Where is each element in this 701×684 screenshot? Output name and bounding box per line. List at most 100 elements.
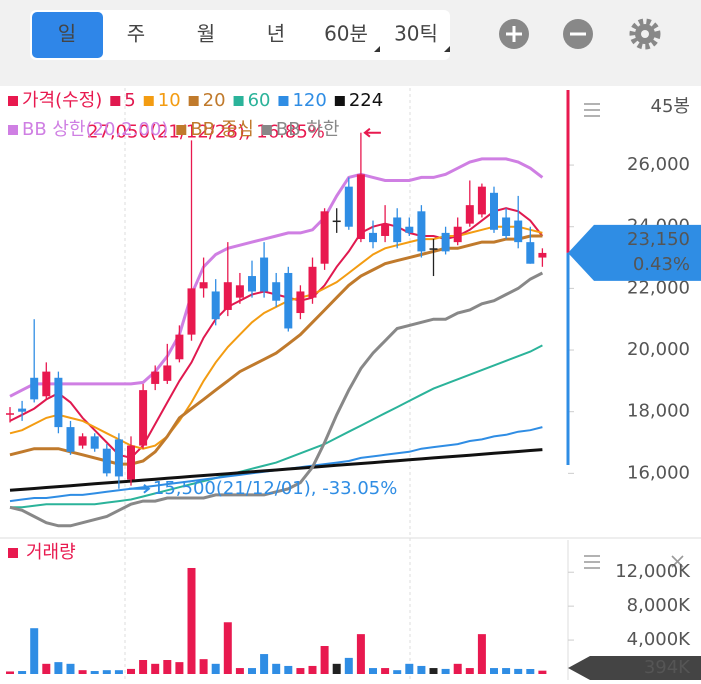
candle-body xyxy=(18,408,27,412)
candle-body xyxy=(308,266,317,298)
legend-label: BB 하한 xyxy=(276,119,340,140)
candle-body xyxy=(54,377,63,428)
volume-bar xyxy=(78,670,87,674)
ma-line xyxy=(9,157,544,398)
volume-bar xyxy=(6,671,14,674)
tab[interactable]: 일 xyxy=(58,22,76,46)
volume-bar xyxy=(417,665,426,674)
candle-body xyxy=(211,291,220,320)
y-tick-label: 20,000 xyxy=(627,339,690,360)
volume-bar xyxy=(199,659,208,674)
volume-bar xyxy=(102,670,111,674)
candle-body xyxy=(502,217,511,236)
legend-label: 120 xyxy=(292,90,326,111)
current-price: 23,150 xyxy=(627,229,690,250)
gear-hole xyxy=(641,30,649,38)
volume-bar xyxy=(369,668,377,674)
legend-swatch xyxy=(8,548,18,558)
volume-bar xyxy=(429,668,438,674)
volume-bar xyxy=(514,668,523,674)
volume-bar xyxy=(356,634,365,674)
candle-body xyxy=(114,439,123,477)
candle-body xyxy=(526,242,535,264)
period-label: 45봉 xyxy=(651,96,690,117)
candle-body xyxy=(223,282,232,310)
volume-bar xyxy=(526,668,535,674)
tab-dropdown xyxy=(374,46,380,52)
volume-bar xyxy=(296,668,305,674)
ma-line xyxy=(9,225,543,450)
candle-body xyxy=(332,220,341,223)
tab[interactable]: 년 xyxy=(267,22,285,46)
current-change: 0.43% xyxy=(633,254,690,275)
volume-bar xyxy=(163,660,172,674)
tab-selected[interactable] xyxy=(32,12,103,58)
volume-bar xyxy=(66,663,75,674)
candle-body xyxy=(187,288,196,335)
legend-swatch xyxy=(176,125,187,135)
gear-teeth xyxy=(629,18,661,50)
legend-label: 10 xyxy=(158,90,181,111)
volume-bar xyxy=(127,668,135,674)
ma-line xyxy=(9,234,543,466)
candle-body xyxy=(538,252,547,258)
legend-label: BB 중심 xyxy=(190,119,254,140)
legend-swatch xyxy=(278,96,289,106)
legend-swatch xyxy=(8,125,18,135)
candle-body xyxy=(381,223,390,236)
volume-bar xyxy=(211,663,220,674)
volume-bar xyxy=(248,668,256,674)
candle-body xyxy=(248,276,256,292)
candle-body xyxy=(272,282,281,301)
candle-body xyxy=(6,413,14,415)
tab[interactable]: 60분 xyxy=(324,22,368,46)
volume-bar xyxy=(284,665,293,674)
candle-body xyxy=(417,211,426,252)
ma-line xyxy=(9,271,544,528)
menu-icon[interactable] xyxy=(584,103,600,117)
candle-body xyxy=(163,365,172,381)
volume-bar xyxy=(477,634,486,674)
volume-bar xyxy=(441,668,450,674)
legend-swatch xyxy=(110,96,121,106)
candle-body xyxy=(30,377,39,400)
menu-icon[interactable] xyxy=(584,555,600,569)
candle-body xyxy=(235,285,244,298)
legend-swatch xyxy=(188,96,199,106)
volume-bar xyxy=(223,622,232,674)
legend-label: 224 xyxy=(349,90,383,111)
legend-label: BB 상한(20,2.00) xyxy=(22,119,168,140)
candle-body xyxy=(393,217,402,243)
annotation-arrow xyxy=(363,127,381,138)
candle-body xyxy=(78,436,87,446)
tab[interactable]: 주 xyxy=(127,22,145,46)
candle-body xyxy=(296,291,305,314)
legend-swatch xyxy=(143,96,154,106)
current-volume-box xyxy=(568,656,701,680)
candle-body xyxy=(175,334,184,360)
y-tick-label: 18,000 xyxy=(627,401,690,422)
volume-bar xyxy=(30,628,39,674)
candle-body xyxy=(151,371,160,384)
volume-bar xyxy=(332,663,341,674)
candle-body xyxy=(66,427,75,452)
settings[interactable] xyxy=(629,18,661,50)
legend-swatch xyxy=(8,96,18,106)
volume-bar xyxy=(502,668,511,674)
current-price-box xyxy=(568,224,701,281)
volume-bar xyxy=(465,668,474,674)
legend-swatch xyxy=(233,96,244,106)
volume-bar xyxy=(381,668,390,674)
candle-body xyxy=(320,211,329,264)
y-tick-label: 8,000K xyxy=(627,595,692,616)
candle-body xyxy=(127,445,135,480)
volume-bar xyxy=(272,663,281,674)
close-icon[interactable] xyxy=(671,555,684,568)
tab-bar xyxy=(30,10,450,60)
tab[interactable]: 30틱 xyxy=(394,22,438,46)
volume-bar xyxy=(490,668,498,674)
volume-bar xyxy=(453,663,462,674)
tab[interactable]: 월 xyxy=(197,22,215,46)
candle-body xyxy=(139,390,148,446)
